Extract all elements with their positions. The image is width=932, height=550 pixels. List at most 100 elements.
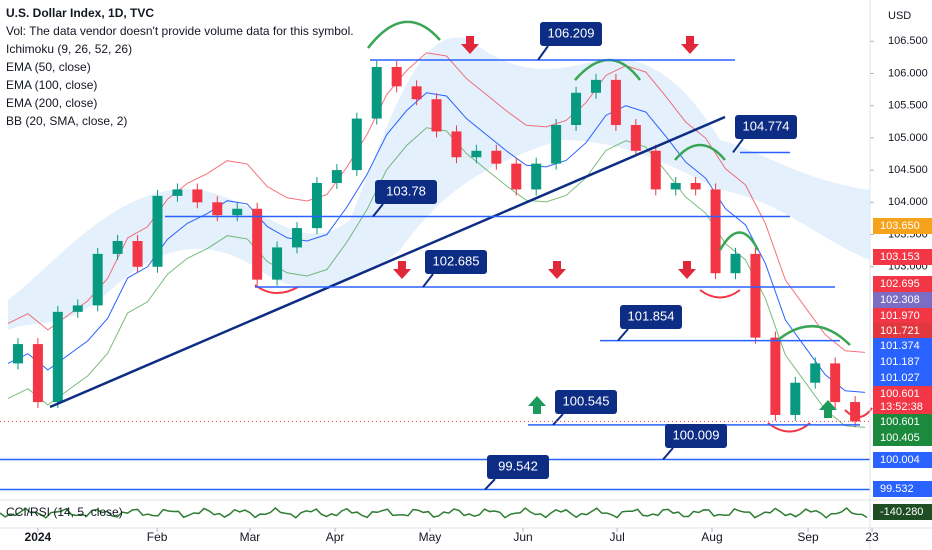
price-tag: [873, 323, 932, 339]
candle-body: [292, 228, 303, 248]
arrow-down: [678, 261, 696, 279]
candle-body: [92, 253, 103, 306]
arc: [674, 143, 726, 161]
candle-body: [630, 125, 641, 151]
callout-pointer: [422, 273, 434, 288]
ema-line: [7, 52, 866, 353]
x-tick-label: Jun: [513, 530, 532, 544]
arc: [367, 20, 441, 49]
callout-box: [375, 180, 437, 204]
price-tag: [873, 338, 932, 354]
arc: [777, 325, 851, 346]
candle-body: [471, 150, 482, 158]
price-tag-label: 103.153: [880, 251, 920, 263]
price-tag-label: 99.532: [880, 483, 914, 495]
callout-pointer: [662, 447, 674, 461]
price-tag-label: 102.308: [880, 294, 920, 306]
candle-body: [331, 170, 342, 183]
candle-body: [252, 208, 263, 280]
candle-body: [52, 311, 63, 403]
price-tag: [873, 386, 932, 402]
up-arrows: [528, 396, 837, 418]
callout-pointer: [617, 328, 629, 342]
candle-body: [571, 92, 582, 125]
x-tick-label: Apr: [326, 530, 345, 544]
price-tag: [873, 218, 932, 234]
candle-body: [351, 118, 362, 171]
price-tag: [873, 430, 932, 446]
candle-body: [112, 240, 123, 254]
price-tag: [873, 354, 932, 370]
indicator: Ichimoku (9, 26, 52, 26): [6, 42, 132, 56]
candle-body: [371, 67, 382, 119]
price-tag: [873, 414, 932, 430]
levels: 106.209 104.774 103.78 102.685 101.854 100.54…: [0, 22, 870, 491]
callout-pointer: [732, 138, 744, 154]
indicator: EMA (100, close): [6, 78, 97, 92]
callout-box: [665, 424, 727, 448]
currency: USD: [888, 10, 911, 22]
y-tick-label: 104.000: [888, 196, 928, 208]
candle-body: [750, 253, 761, 338]
lower-pane: [0, 500, 870, 528]
indicator: EMA (50, close): [6, 60, 91, 74]
candle-body: [32, 344, 43, 403]
candle-body: [531, 163, 542, 190]
y-tick-label: 105.500: [888, 100, 928, 112]
candle-body: [551, 125, 562, 164]
indicator: EMA (200, close): [6, 96, 97, 110]
ichimoku-cloud: [8, 37, 870, 330]
candle-body: [590, 79, 601, 93]
x-tick-label: 23: [865, 530, 879, 544]
callout-box: [735, 115, 797, 139]
price-tag: [873, 276, 932, 292]
y-tick-label: 106.000: [888, 67, 928, 79]
arrow-up: [819, 400, 837, 418]
price-tag-label: 100.405: [880, 432, 920, 444]
price-tag: [873, 249, 932, 265]
price-tag: [873, 308, 932, 324]
candle-body: [710, 189, 721, 274]
axes: 106.500 106.000 105.500 105.000 104.500 104.0…: [25, 35, 932, 544]
price-tag-label: 101.970: [880, 310, 920, 322]
callout-box: [540, 22, 602, 46]
cci-tag: [873, 504, 932, 520]
candle-body: [850, 402, 861, 422]
callout-pointer: [372, 203, 384, 218]
price-tag-label: 100.004: [880, 454, 920, 466]
candle-body: [272, 247, 283, 280]
candle-body: [511, 163, 522, 190]
candle-body: [152, 195, 163, 267]
candle-body: [790, 382, 801, 415]
callout-label: 99.542: [498, 458, 538, 473]
candle-body: [830, 363, 841, 403]
price-tag: [873, 370, 932, 386]
candle-body: [172, 189, 183, 196]
candle-body: [730, 253, 741, 274]
arrow-down: [681, 36, 699, 54]
callout-pointer: [537, 45, 549, 61]
countdown-box: [873, 400, 932, 414]
candle-body: [311, 182, 322, 229]
candle-body: [411, 86, 422, 100]
legend: U.S. Dollar Index, 1D, TVC Vol: The data…: [6, 6, 354, 519]
price-tag-label: 100.601: [880, 388, 920, 400]
price-tag: [873, 452, 932, 468]
trend-line: [49, 115, 726, 409]
candle-body: [12, 344, 23, 364]
price-tag-label: 100.601: [880, 416, 920, 428]
candle-body: [491, 150, 502, 164]
callout-box: [555, 390, 617, 414]
candle-body: [232, 208, 243, 216]
callout-pointer: [552, 413, 564, 426]
candle-body: [650, 150, 661, 190]
callout-pointer: [484, 478, 496, 491]
candle-body: [132, 240, 143, 267]
indicator: Vol: The data vendor doesn't provide vol…: [6, 24, 354, 38]
arrow-down: [461, 36, 479, 54]
countdown: 13:52:38: [880, 401, 923, 413]
x-tick-label: 2024: [25, 530, 52, 544]
down-arrows: [393, 36, 699, 279]
x-tick-label: Aug: [701, 530, 722, 544]
candle-body: [192, 189, 203, 203]
